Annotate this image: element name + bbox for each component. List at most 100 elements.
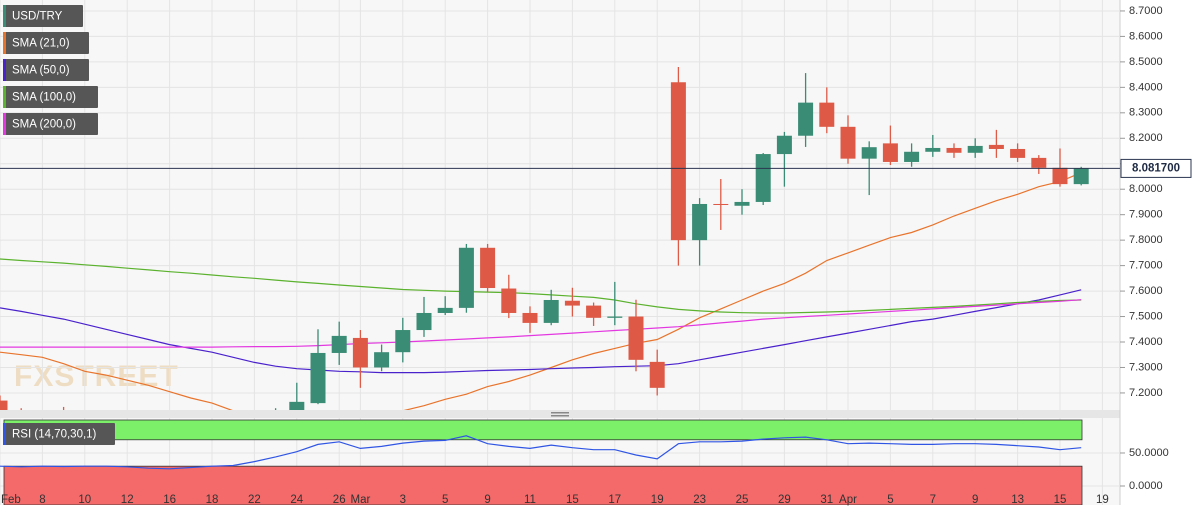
x-tick-label: 7	[930, 494, 936, 506]
legend-label: RSI (14,70,30,1)	[12, 429, 97, 441]
candle-body	[670, 82, 686, 241]
y-tick-label: 8.6000	[1129, 30, 1163, 42]
x-tick-label: 9	[484, 494, 490, 506]
line-series	[0, 299, 1082, 348]
x-tick-label: 25	[736, 494, 749, 506]
x-tick-label: 3	[400, 494, 406, 506]
x-tick-label: 26	[333, 494, 346, 506]
candle-body	[458, 247, 474, 308]
legend-swatch	[3, 5, 6, 27]
candle-body	[331, 335, 347, 353]
x-tick-label: 29	[778, 494, 791, 506]
legend-box[interactable]	[3, 5, 83, 27]
candle-body	[988, 144, 1004, 149]
line-series	[0, 258, 1082, 314]
legend-label: USD/TRY	[12, 11, 63, 23]
y-tick-label: 7.9000	[1129, 209, 1163, 221]
candle-body	[289, 401, 305, 410]
panel-divider[interactable]	[0, 410, 1120, 418]
y-tick-label: 7.4000	[1129, 336, 1163, 348]
x-tick-label: 31	[820, 494, 833, 506]
x-tick-label: 17	[608, 494, 621, 506]
candle-body	[1031, 157, 1047, 168]
candle-body	[882, 143, 898, 162]
candle-body	[628, 316, 644, 360]
y-tick-label: 7.7000	[1129, 260, 1163, 272]
legend-box[interactable]	[3, 423, 115, 445]
x-tick-label: Apr	[839, 494, 857, 506]
x-tick-label: 5	[442, 494, 448, 506]
candle-body	[395, 330, 411, 353]
candle-body	[0, 400, 8, 410]
legend-box[interactable]	[3, 113, 98, 135]
legend-label: SMA (21,0)	[12, 38, 70, 50]
candle-body	[713, 203, 729, 205]
x-tick-label: 8	[39, 494, 45, 506]
y-tick-label: 0.0000	[1129, 480, 1163, 492]
candle-body	[416, 312, 432, 331]
candle-body	[755, 154, 771, 202]
candle-body	[946, 147, 962, 153]
x-tick-label: 22	[248, 494, 261, 506]
y-tick-label: 8.2000	[1129, 132, 1163, 144]
legend-box[interactable]	[3, 32, 89, 54]
legend-swatch	[3, 113, 6, 135]
candle-body	[480, 247, 496, 289]
candle-body	[819, 102, 835, 127]
candle-body	[967, 145, 983, 153]
y-tick-label: 7.2000	[1129, 387, 1163, 399]
legend-label: SMA (200,0)	[12, 119, 76, 131]
legend-swatch	[3, 86, 6, 108]
legend-box[interactable]	[3, 59, 89, 81]
x-tick-label: 11	[524, 494, 536, 506]
candle-body	[776, 135, 792, 155]
candle-body	[1010, 148, 1026, 158]
legend-swatch	[3, 32, 6, 54]
x-tick-label: 24	[290, 494, 303, 506]
candle-body	[1073, 168, 1089, 185]
divider-handle	[551, 412, 569, 414]
watermark: FXSTREET	[14, 360, 179, 393]
candle-body	[352, 337, 368, 368]
oversold-zone	[3, 465, 1083, 505]
candle-body	[840, 126, 856, 159]
current-price-box	[1120, 158, 1192, 178]
x-tick-label: 12	[121, 494, 134, 506]
y-tick-label: 7.8000	[1129, 234, 1163, 246]
x-tick-label: 9	[972, 494, 978, 506]
x-tick-label: 5	[887, 494, 893, 506]
x-tick-label: 13	[1011, 494, 1024, 506]
y-tick-label: 8.5000	[1129, 56, 1163, 68]
y-tick-label: 50.0000	[1129, 447, 1169, 459]
legend-label: SMA (50,0)	[12, 65, 70, 77]
candle-body	[904, 151, 920, 162]
x-tick-label: 23	[693, 494, 706, 506]
y-tick-label: 8.4000	[1129, 81, 1163, 93]
y-tick-label: 8.3000	[1129, 107, 1163, 119]
line-series	[0, 435, 1082, 470]
candle-body	[925, 147, 941, 152]
legend-label: SMA (100,0)	[12, 92, 76, 104]
candle-body	[1052, 167, 1068, 185]
overbought-zone	[3, 419, 1083, 441]
line-series	[0, 172, 1082, 410]
candle-body	[798, 102, 814, 136]
x-tick-label: 18	[206, 494, 219, 506]
divider-handle	[551, 415, 569, 417]
y-tick-label: 7.3000	[1129, 361, 1163, 373]
candle-body	[501, 288, 517, 313]
x-tick-label: 10	[78, 494, 91, 506]
candle-body	[649, 361, 665, 388]
x-tick-label: 19	[1096, 494, 1109, 506]
candle-body	[522, 312, 538, 323]
x-tick-label: Feb	[1, 494, 21, 506]
y-tick-label: 8.0000	[1129, 183, 1163, 195]
y-tick-label: 7.5000	[1129, 310, 1163, 322]
x-tick-label: 15	[566, 494, 579, 506]
candle-body	[543, 299, 559, 323]
legend-swatch	[3, 59, 6, 81]
legend-box[interactable]	[3, 86, 98, 108]
candle-body	[861, 147, 877, 159]
candle-body	[310, 352, 326, 404]
